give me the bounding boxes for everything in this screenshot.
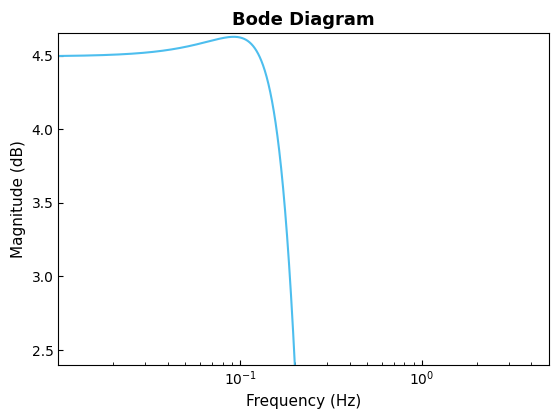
Y-axis label: Magnitude (dB): Magnitude (dB)	[11, 140, 26, 258]
Title: Bode Diagram: Bode Diagram	[232, 11, 375, 29]
X-axis label: Frequency (Hz): Frequency (Hz)	[246, 394, 361, 409]
